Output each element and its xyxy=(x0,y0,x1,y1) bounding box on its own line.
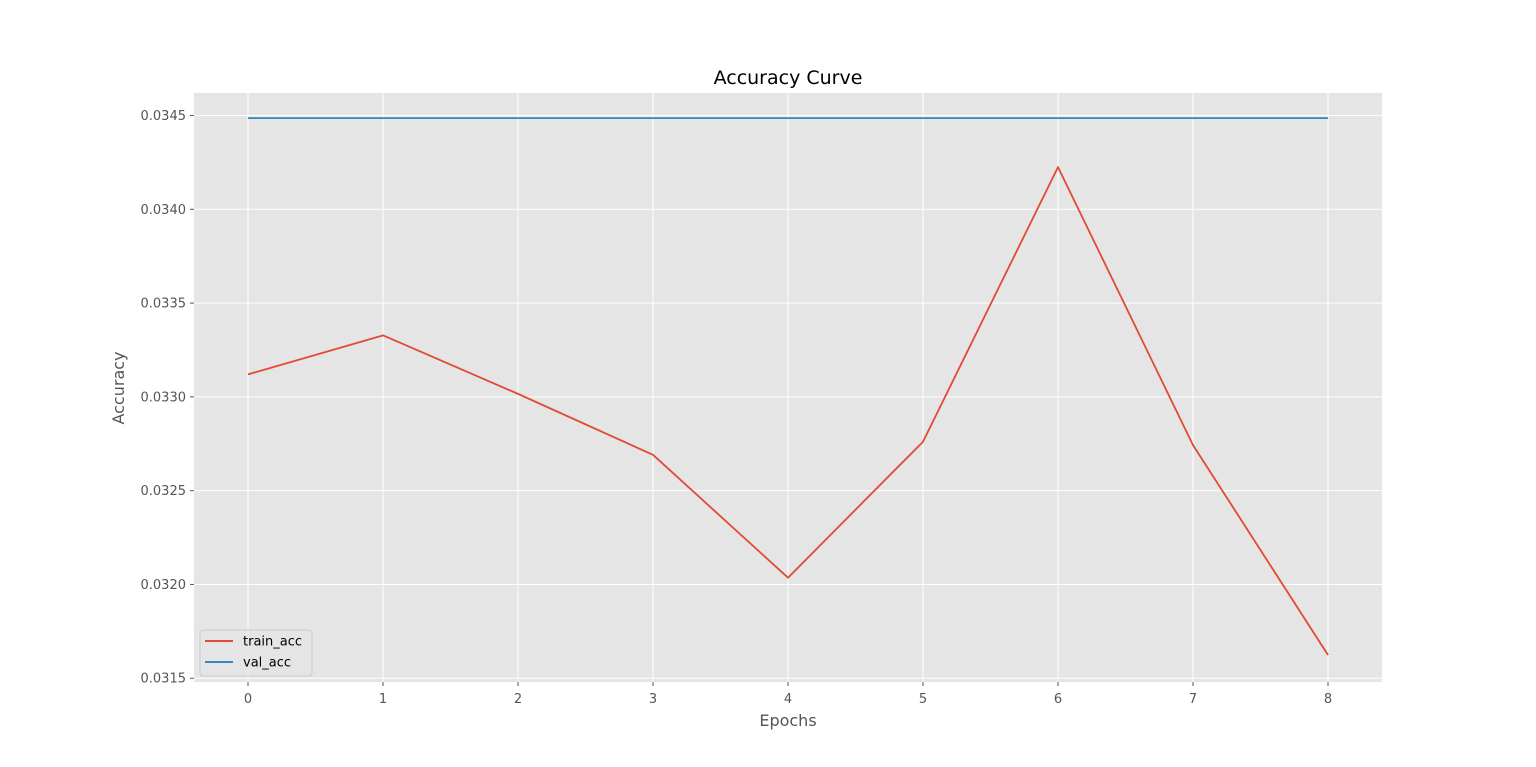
x-tick-label: 6 xyxy=(1054,692,1062,707)
x-tick-label: 4 xyxy=(784,692,792,707)
x-tick-label: 3 xyxy=(649,692,657,707)
y-tick-label: 0.0315 xyxy=(141,672,187,687)
y-tick-label: 0.0330 xyxy=(141,390,187,405)
x-tick-label: 5 xyxy=(919,692,927,707)
legend: train_acc val_acc xyxy=(199,629,313,677)
y-tick-label: 0.0320 xyxy=(141,578,187,593)
x-tick-label: 7 xyxy=(1189,692,1197,707)
x-tick-label: 1 xyxy=(379,692,387,707)
series-lines xyxy=(247,117,1329,656)
y-tick-labels: 0.0315 0.0320 0.0325 0.0330 0.0335 0.0340 0.03… xyxy=(141,109,194,687)
x-axis-label: Epochs xyxy=(759,711,816,730)
x-tick-labels: 0 1 2 3 4 5 6 7 8 xyxy=(244,682,1332,707)
grid-lines xyxy=(194,93,1382,682)
y-tick-label: 0.0335 xyxy=(141,297,187,312)
legend-label-train-acc: train_acc xyxy=(243,635,302,650)
x-tick-label: 8 xyxy=(1324,692,1332,707)
chart-title: Accuracy Curve xyxy=(714,67,863,89)
x-tick-label: 2 xyxy=(514,692,522,707)
legend-label-val-acc: val_acc xyxy=(243,656,291,671)
y-tick-label: 0.0325 xyxy=(141,484,187,499)
y-tick-label: 0.0345 xyxy=(141,109,187,124)
x-tick-label: 0 xyxy=(244,692,252,707)
y-tick-label: 0.0340 xyxy=(141,203,187,218)
y-axis-label: Accuracy xyxy=(109,351,128,424)
